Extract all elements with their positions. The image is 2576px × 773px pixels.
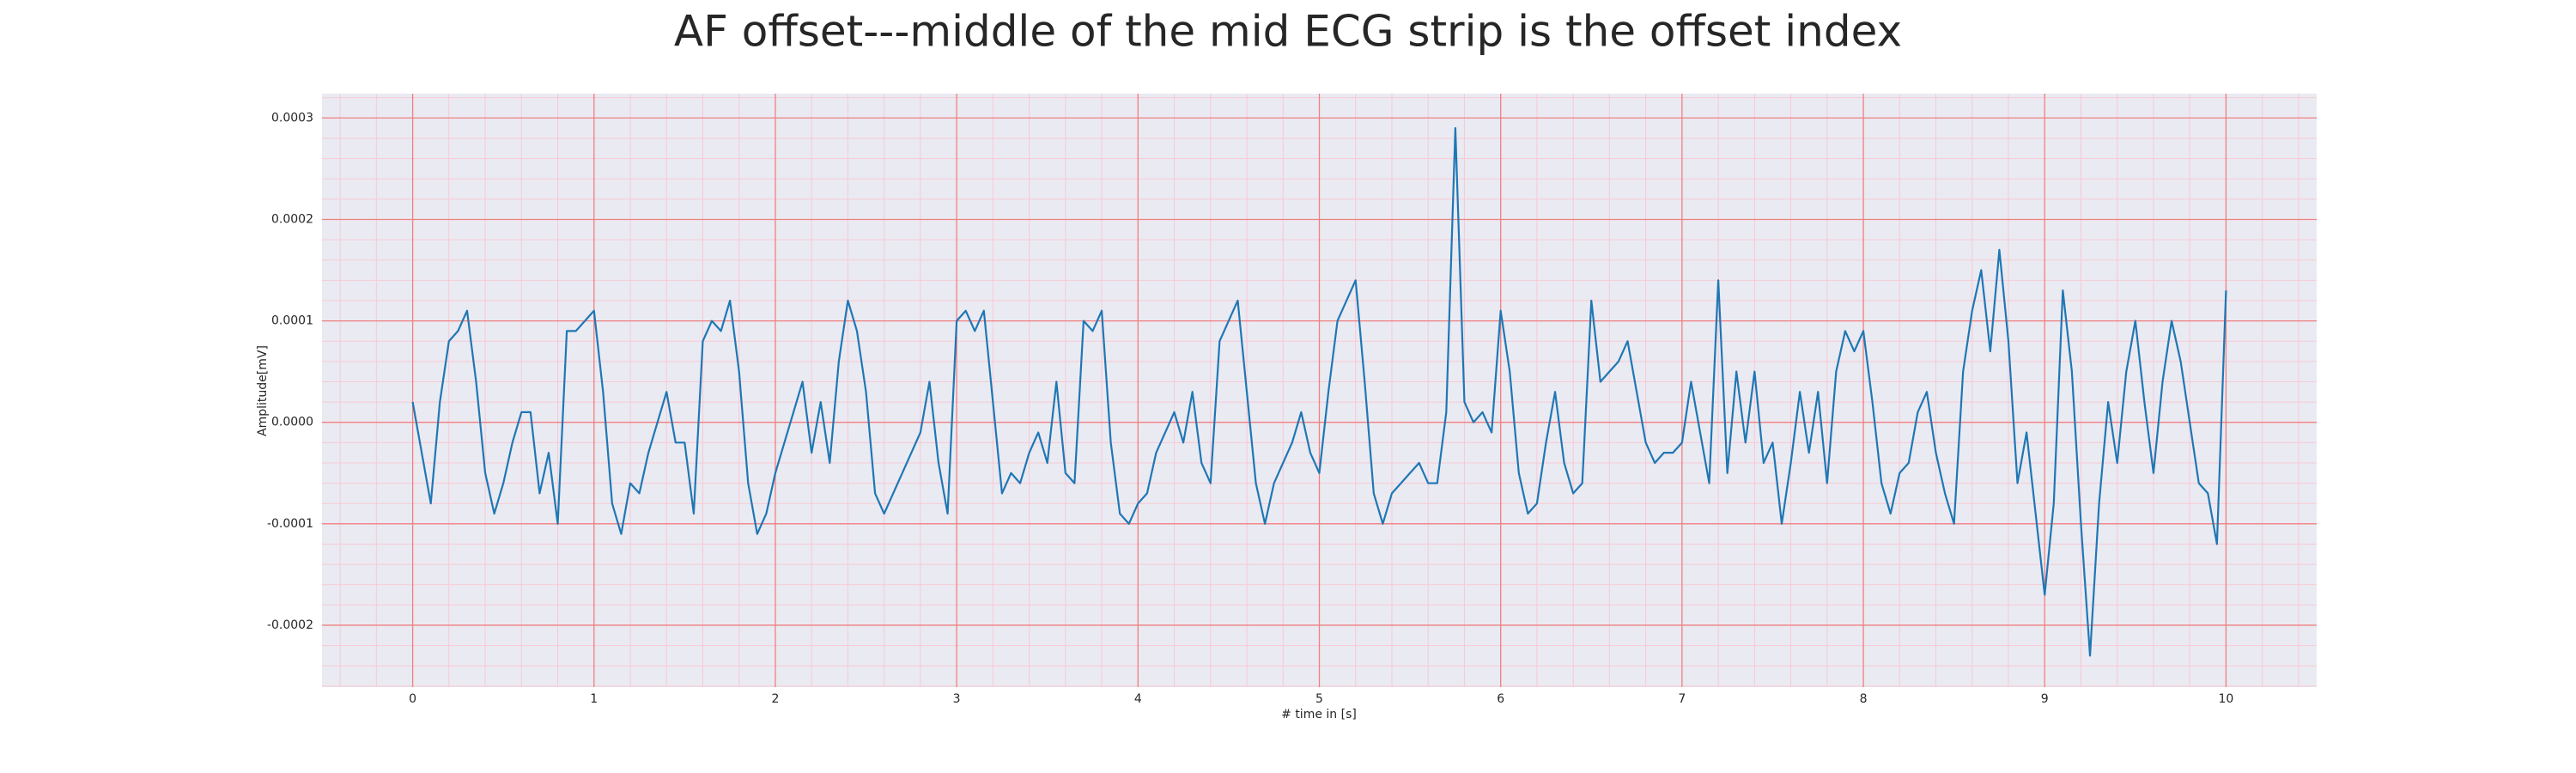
y-tick-label: -0.0002 bbox=[267, 618, 313, 632]
y-tick-label: 0.0000 bbox=[271, 416, 313, 429]
y-tick-label: 0.0001 bbox=[271, 314, 313, 328]
y-tick-label: 0.0002 bbox=[271, 212, 313, 226]
y-tick-label: -0.0001 bbox=[267, 517, 313, 531]
x-tick-label: 4 bbox=[1134, 692, 1142, 706]
x-tick-label: 10 bbox=[2218, 692, 2233, 706]
ecg-line bbox=[411, 127, 2227, 657]
x-axis-label: # time in [s] bbox=[1281, 708, 1357, 721]
x-tick-label: 6 bbox=[1497, 692, 1504, 706]
x-tick-label: 3 bbox=[953, 692, 961, 706]
y-axis-label: Amplitude[mV] bbox=[256, 345, 270, 436]
x-tick-label: 9 bbox=[2041, 692, 2049, 706]
chart-title: AF offset---middle of the mid ECG strip … bbox=[674, 7, 1902, 57]
x-tick-label: 0 bbox=[409, 692, 416, 706]
y-tick-label: 0.0003 bbox=[271, 111, 313, 125]
x-tick-label: 8 bbox=[1860, 692, 1868, 706]
x-tick-label: 7 bbox=[1678, 692, 1686, 706]
x-tick-label: 1 bbox=[590, 692, 598, 706]
x-tick-label: 5 bbox=[1315, 692, 1323, 706]
x-tick-label: 2 bbox=[771, 692, 779, 706]
